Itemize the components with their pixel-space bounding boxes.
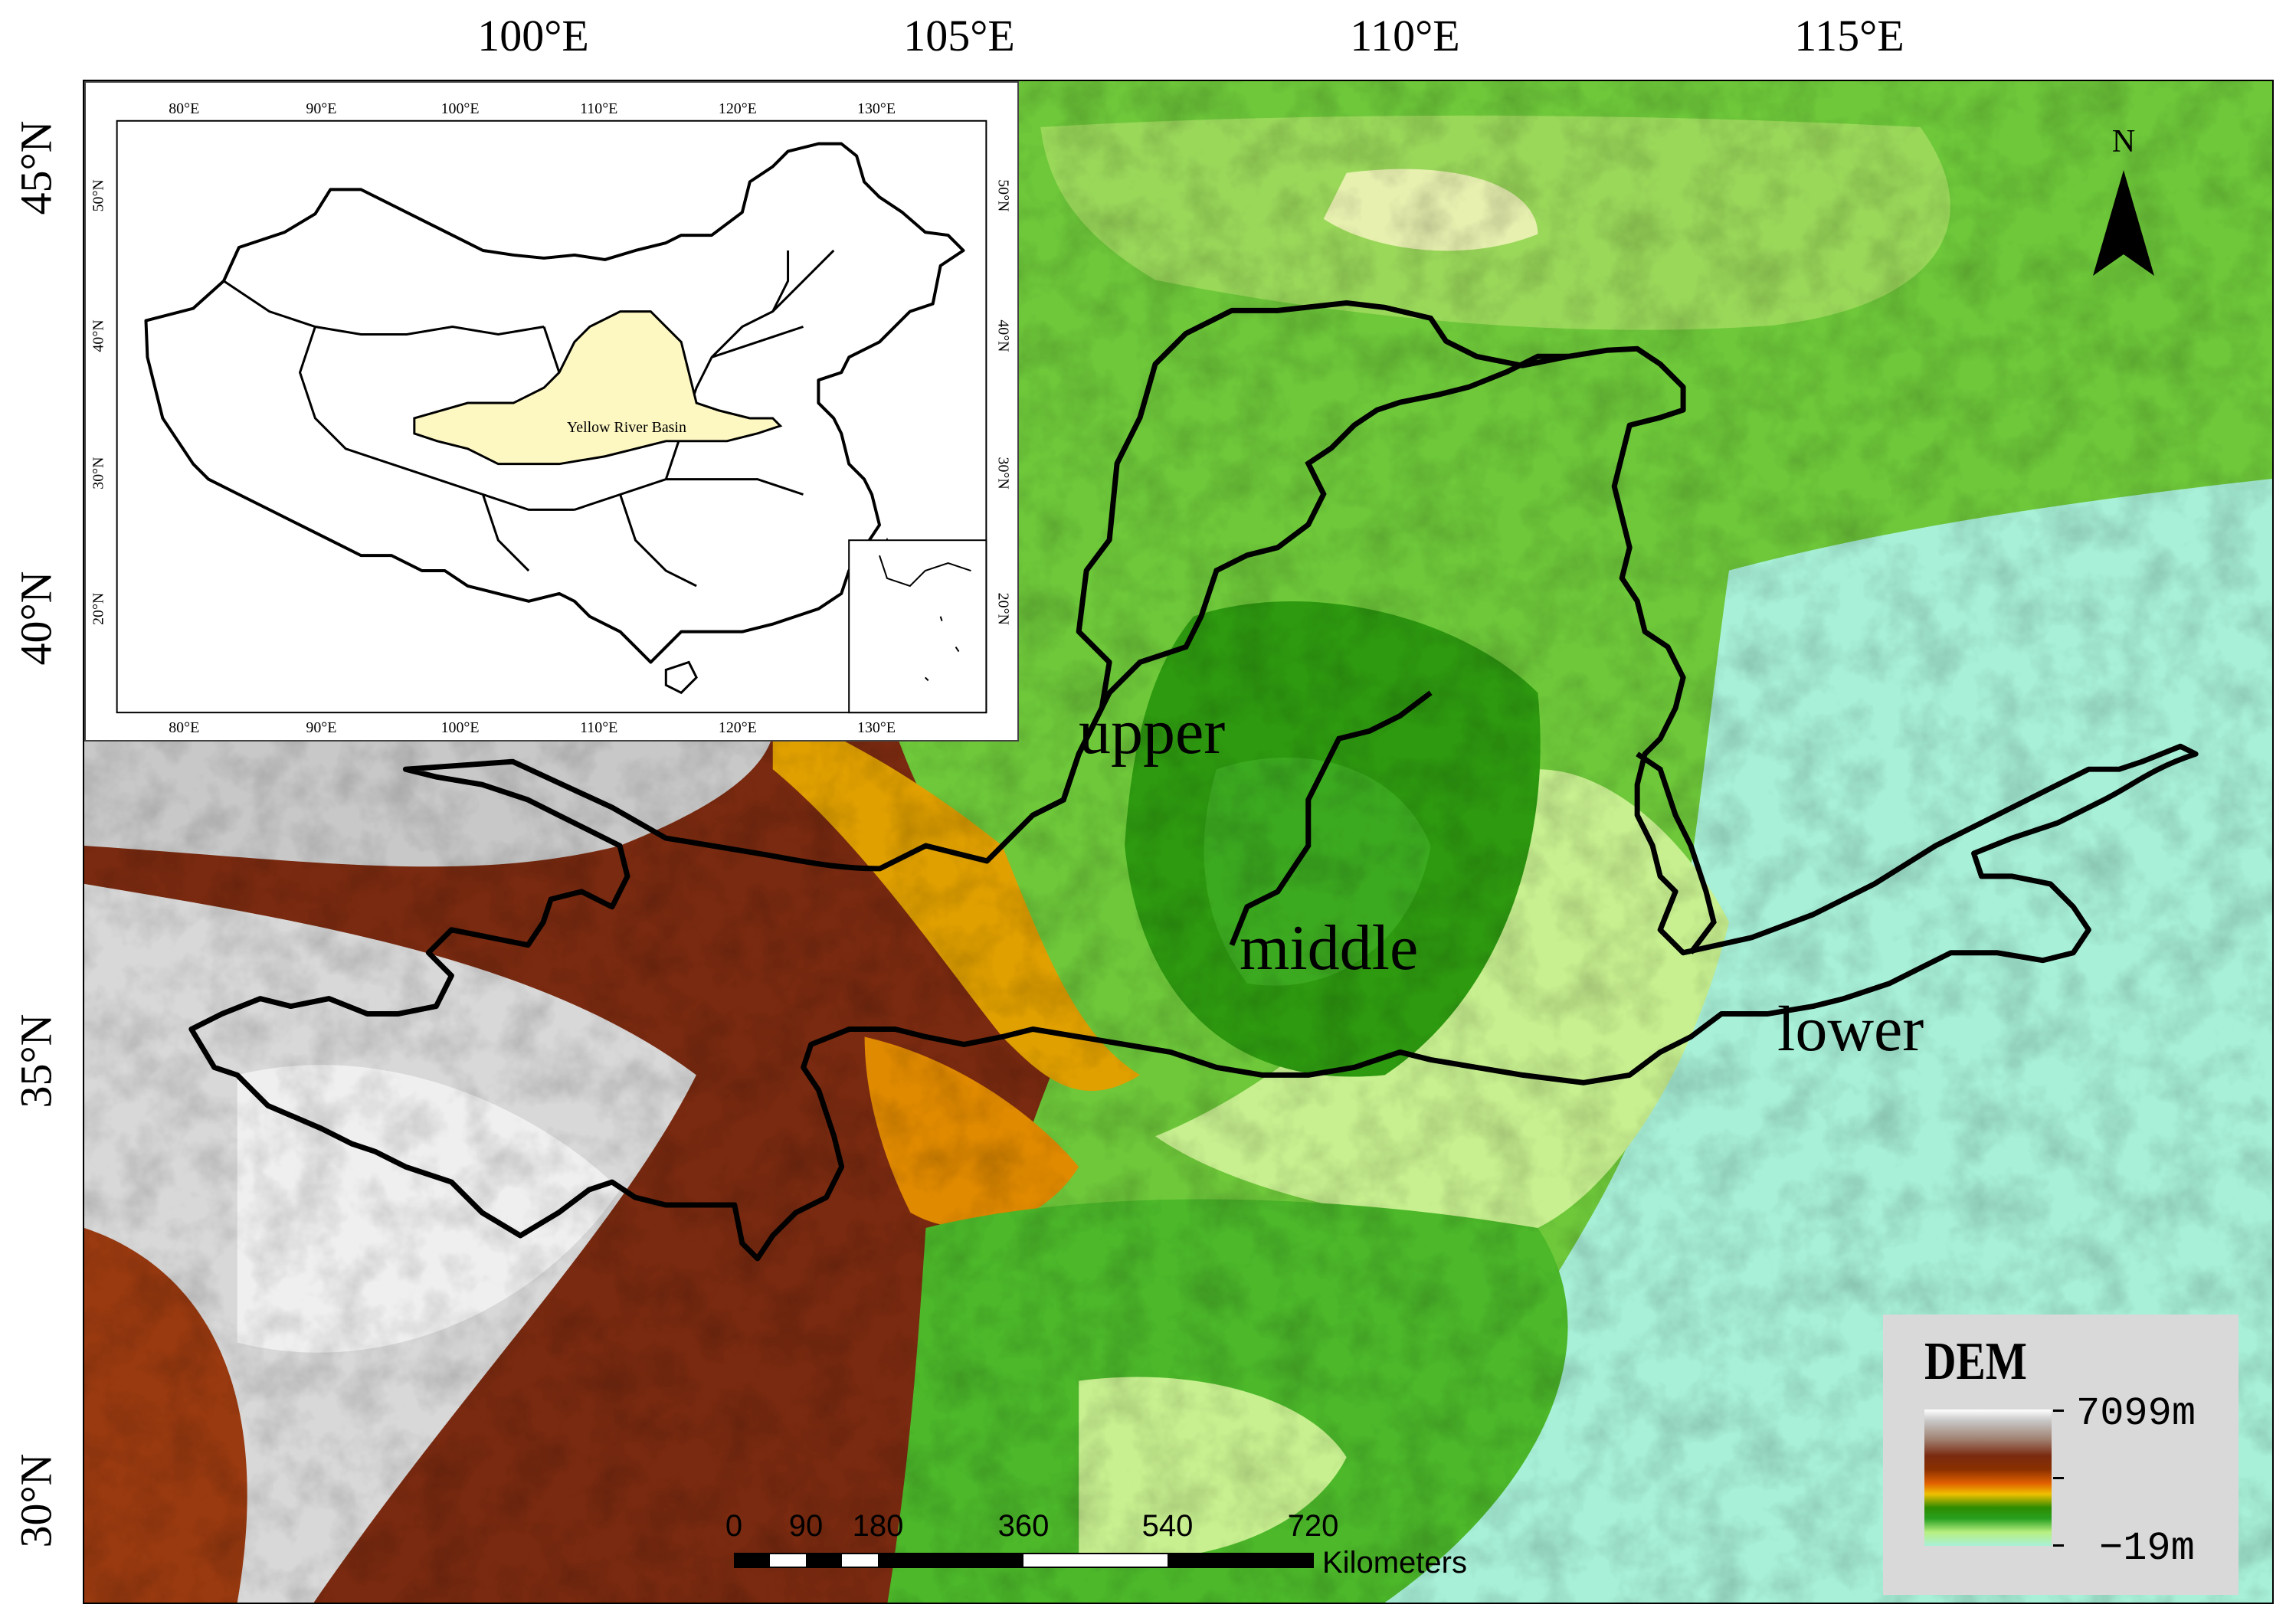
scale-tick-360: 360 <box>997 1509 1050 1543</box>
lat-tick-40: 40°N <box>11 571 61 666</box>
scale-tick-0: 0 <box>725 1509 743 1543</box>
legend-tick-max <box>2053 1410 2064 1412</box>
region-middle-label: middle <box>1240 912 1419 984</box>
inset-lon-top-1: 90°E <box>306 100 336 117</box>
inset-lat-right-1: 40°N <box>994 319 1011 352</box>
legend-max-value: 7099m <box>2076 1391 2196 1436</box>
inset-lat-left-2: 30°N <box>90 457 107 489</box>
inset-lon-top-3: 110°E <box>580 100 617 117</box>
middle-lower-boundary <box>1636 751 1717 954</box>
upper-middle-boundary <box>1031 353 1569 947</box>
inset-lon-top-4: 120°E <box>719 100 757 117</box>
inset-lat-right-0: 50°N <box>994 179 1011 211</box>
inset-lat-right-3: 20°N <box>994 593 1011 625</box>
lon-tick-110: 110°E <box>1350 11 1460 61</box>
inset-yellow-river-basin <box>413 310 783 466</box>
legend-tick-mid <box>2053 1477 2064 1479</box>
scale-tick-720: 720 <box>1287 1509 1339 1543</box>
inset-china-map: Yellow River Basin 80°E 90°E 100°E 110°E… <box>90 100 1012 736</box>
lat-tick-35: 35°N <box>11 1013 61 1108</box>
inset-lat-left-1: 40°N <box>90 319 107 352</box>
lon-tick-105: 105°E <box>903 11 1015 61</box>
inset-lat-right-2: 30°N <box>994 457 1011 489</box>
lat-tick-30: 30°N <box>11 1453 61 1548</box>
inset-lon-bot-1: 90°E <box>306 719 336 736</box>
scale-bar: 0 90 180 360 540 720 Kilometers <box>725 1509 1485 1580</box>
inset-lon-top-2: 100°E <box>441 100 480 117</box>
lon-tick-115: 115°E <box>1794 11 1904 61</box>
legend-min-value: −19m <box>2099 1526 2195 1571</box>
inset-lat-left-3: 20°N <box>90 593 107 625</box>
inset-lat-left-0: 50°N <box>90 179 107 211</box>
legend-title: DEM <box>1924 1332 2027 1391</box>
region-upper-label: upper <box>1079 696 1226 768</box>
scale-tick-180: 180 <box>852 1509 904 1543</box>
inset-lon-bot-2: 100°E <box>441 719 480 736</box>
inset-map: Yellow River Basin 80°E 90°E 100°E 110°E… <box>84 81 1019 742</box>
inset-lon-bot-0: 80°E <box>169 719 199 736</box>
legend-tick-min <box>2053 1544 2064 1547</box>
inset-basin-label: Yellow River Basin <box>567 419 686 436</box>
dem-legend: DEM 7099m −19m <box>1883 1315 2239 1595</box>
basin-boundary <box>188 300 2199 1262</box>
inset-lon-top-5: 130°E <box>857 100 896 117</box>
inset-lon-bot-4: 120°E <box>719 719 757 736</box>
region-lower-label: lower <box>1777 994 1924 1065</box>
north-arrow-icon <box>2093 170 2154 276</box>
dem-raster <box>84 81 2272 1603</box>
lon-tick-100: 100°E <box>477 11 589 61</box>
inset-lon-bot-3: 110°E <box>580 719 617 736</box>
scale-tick-540: 540 <box>1141 1509 1194 1543</box>
north-arrow: N <box>2084 124 2163 285</box>
scale-tick-90: 90 <box>788 1509 824 1543</box>
scale-bar-segments <box>734 1553 1314 1568</box>
north-label: N <box>2112 124 2135 159</box>
scale-units: Kilometers <box>1322 1546 1467 1580</box>
inset-lon-top-0: 80°E <box>169 100 199 117</box>
inset-lon-bot-5: 130°E <box>857 719 896 736</box>
lat-tick-45: 45°N <box>11 120 61 215</box>
legend-color-ramp <box>1924 1410 2052 1546</box>
dem-map: upper middle lower <box>83 80 2274 1604</box>
